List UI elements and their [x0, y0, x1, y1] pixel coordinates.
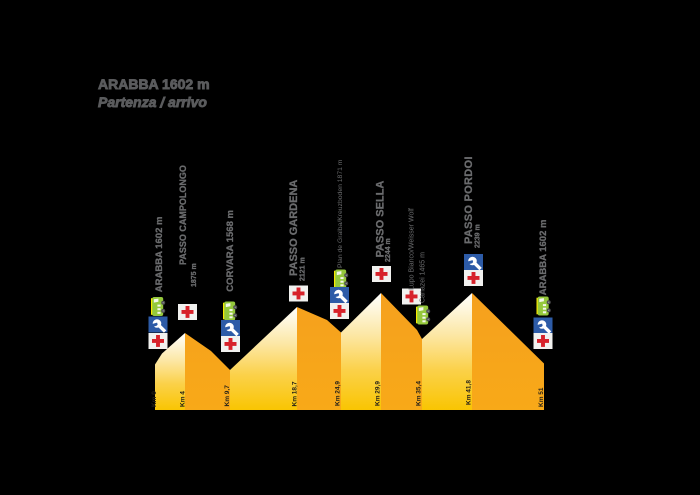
svg-text:PASSO SELLA: PASSO SELLA: [374, 181, 386, 258]
svg-text:2244 m: 2244 m: [385, 238, 392, 262]
svg-text:Km 41,8: Km 41,8: [466, 380, 473, 405]
svg-text:CORVARA 1568 m: CORVARA 1568 m: [225, 210, 236, 292]
svg-text:2239 m: 2239 m: [475, 224, 482, 248]
svg-text:Lupo Bianco/Weisser Wolf: Lupo Bianco/Weisser Wolf: [409, 208, 416, 290]
svg-text:ARABBA 1602 m: ARABBA 1602 m: [538, 220, 549, 296]
svg-text:Km 9,7: Km 9,7: [224, 385, 231, 407]
svg-text:Canazei 1465 m: Canazei 1465 m: [420, 252, 427, 303]
svg-text:Km 18,7: Km 18,7: [292, 381, 299, 406]
svg-text:Km 24,9: Km 24,9: [335, 381, 342, 406]
svg-text:Km 0: Km 0: [151, 391, 158, 407]
svg-text:2121 m: 2121 m: [300, 257, 307, 281]
svg-text:Partenza / arrivo: Partenza / arrivo: [98, 94, 207, 110]
svg-text:PASSO PORDOI: PASSO PORDOI: [463, 156, 475, 244]
svg-text:ARABBA 1602 m: ARABBA 1602 m: [154, 217, 165, 293]
svg-text:1875 m: 1875 m: [191, 263, 198, 287]
svg-text:Km 4: Km 4: [180, 391, 187, 407]
svg-text:Km 35,4: Km 35,4: [416, 381, 423, 406]
svg-text:PASSO CAMPOLONGO: PASSO CAMPOLONGO: [178, 165, 188, 265]
svg-text:Plan de Gralba/Kreuzboden 1871: Plan de Gralba/Kreuzboden 1871 m: [337, 159, 344, 268]
svg-text:Km 29,9: Km 29,9: [375, 381, 382, 406]
svg-text:Km 51: Km 51: [538, 387, 545, 407]
svg-text:PASSO GARDENA: PASSO GARDENA: [288, 180, 300, 276]
svg-text:ARABBA 1602 m: ARABBA 1602 m: [98, 76, 210, 92]
